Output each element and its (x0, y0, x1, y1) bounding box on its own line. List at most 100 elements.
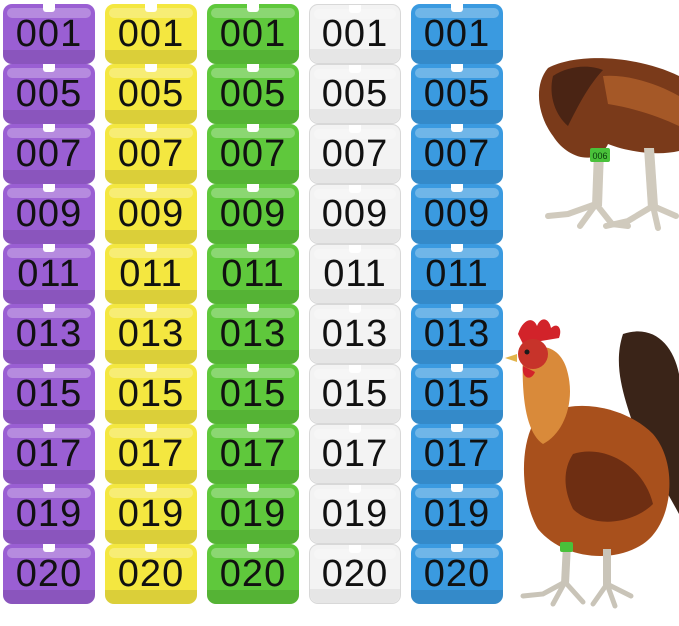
ring-highlight (211, 308, 295, 318)
leg-ring-blue-013: 013 (411, 304, 503, 364)
ring-column-blue: 001 005 007 009 011 013 015 017 019 020 (411, 4, 503, 604)
leg-ring-purple-011: 011 (3, 244, 95, 304)
ring-highlight (314, 549, 396, 559)
leg-ring-blue-011: 011 (411, 244, 503, 304)
ring-highlight (7, 548, 91, 558)
ring-number: 007 (15, 132, 83, 175)
ring-highlight (109, 8, 193, 18)
ring-number: 017 (423, 432, 491, 475)
ring-highlight (314, 429, 396, 439)
leg-ring-yellow-001: 001 (105, 4, 197, 64)
chicken-leg-right (644, 148, 658, 208)
ring-shadow (207, 230, 299, 244)
ring-shadow (411, 110, 503, 124)
ring-shadow (411, 530, 503, 544)
ring-clip-slot (43, 304, 55, 312)
ring-column-green: 001 005 007 009 011 013 015 017 019 020 (207, 4, 299, 604)
ring-clip-slot (43, 364, 55, 372)
leg-ring-blue-005: 005 (411, 64, 503, 124)
rooster-beak (505, 354, 517, 362)
ring-number: 009 (321, 192, 389, 235)
ring-shadow (411, 410, 503, 424)
ring-clip-slot (451, 124, 463, 132)
leg-ring-white-007: 007 (309, 124, 401, 184)
ring-number: 011 (17, 252, 81, 295)
ring-clip-slot (349, 5, 361, 13)
ring-number: 013 (219, 312, 287, 355)
ring-clip-slot (349, 305, 361, 313)
ring-shadow (105, 410, 197, 424)
ring-highlight (415, 428, 499, 438)
leg-ring-white-011: 011 (309, 244, 401, 304)
ring-highlight (415, 248, 499, 258)
ring-shadow (411, 170, 503, 184)
ring-shadow (105, 230, 197, 244)
ring-number: 005 (117, 72, 185, 115)
ring-highlight (7, 128, 91, 138)
ring-shadow (3, 50, 95, 64)
ring-number: 001 (15, 12, 83, 55)
ring-clip-slot (451, 4, 463, 12)
chicken-legs-photo: 006 (538, 58, 679, 231)
ring-number: 013 (117, 312, 185, 355)
ring-shadow (207, 50, 299, 64)
ring-highlight (415, 128, 499, 138)
ring-clip-slot (43, 64, 55, 72)
ring-clip-slot (349, 545, 361, 553)
ring-clip-slot (451, 64, 463, 72)
ring-highlight (211, 248, 295, 258)
ring-clip-slot (349, 65, 361, 73)
leg-ring-purple-019: 019 (3, 484, 95, 544)
ring-highlight (211, 68, 295, 78)
ring-shadow (310, 409, 400, 423)
ring-shadow (105, 50, 197, 64)
ring-highlight (211, 428, 295, 438)
ring-shadow (105, 290, 197, 304)
leg-band (590, 148, 610, 162)
ring-number: 017 (321, 432, 389, 475)
ring-number: 015 (423, 372, 491, 415)
leg-ring-purple-005: 005 (3, 64, 95, 124)
ring-highlight (415, 548, 499, 558)
ring-clip-slot (43, 424, 55, 432)
ring-shadow (310, 169, 400, 183)
leg-ring-white-020: 020 (309, 544, 401, 604)
ring-shadow (310, 49, 400, 63)
rooster-neck (522, 346, 571, 444)
ring-clip-slot (349, 245, 361, 253)
ring-highlight (314, 369, 396, 379)
ring-shadow (310, 109, 400, 123)
ring-highlight (314, 69, 396, 79)
ring-clip-slot (247, 124, 259, 132)
ring-highlight (415, 308, 499, 318)
leg-ring-blue-007: 007 (411, 124, 503, 184)
ring-shadow (310, 469, 400, 483)
rooster-comb (518, 319, 561, 344)
ring-shadow (207, 470, 299, 484)
ring-column-purple: 001 005 007 009 011 013 015 017 019 020 (3, 4, 95, 604)
ring-highlight (211, 128, 295, 138)
ring-number: 009 (219, 192, 287, 235)
ring-highlight (415, 368, 499, 378)
ring-shadow (3, 410, 95, 424)
rooster-foot-left (520, 579, 586, 607)
ring-highlight (7, 188, 91, 198)
ring-clip-slot (247, 424, 259, 432)
rooster-photo (505, 319, 679, 609)
ring-highlight (7, 8, 91, 18)
ring-clip-slot (43, 484, 55, 492)
leg-ring-yellow-020: 020 (105, 544, 197, 604)
ring-number: 011 (425, 252, 489, 295)
ring-number: 013 (15, 312, 83, 355)
ring-shadow (411, 350, 503, 364)
ring-number: 005 (423, 72, 491, 115)
leg-ring-green-011: 011 (207, 244, 299, 304)
ring-shadow (3, 590, 95, 604)
leg-ring-yellow-005: 005 (105, 64, 197, 124)
ring-clip-slot (247, 244, 259, 252)
ring-number: 019 (15, 492, 83, 535)
ring-clip-slot (451, 184, 463, 192)
ring-shadow (105, 350, 197, 364)
ring-highlight (415, 488, 499, 498)
leg-ring-green-020: 020 (207, 544, 299, 604)
